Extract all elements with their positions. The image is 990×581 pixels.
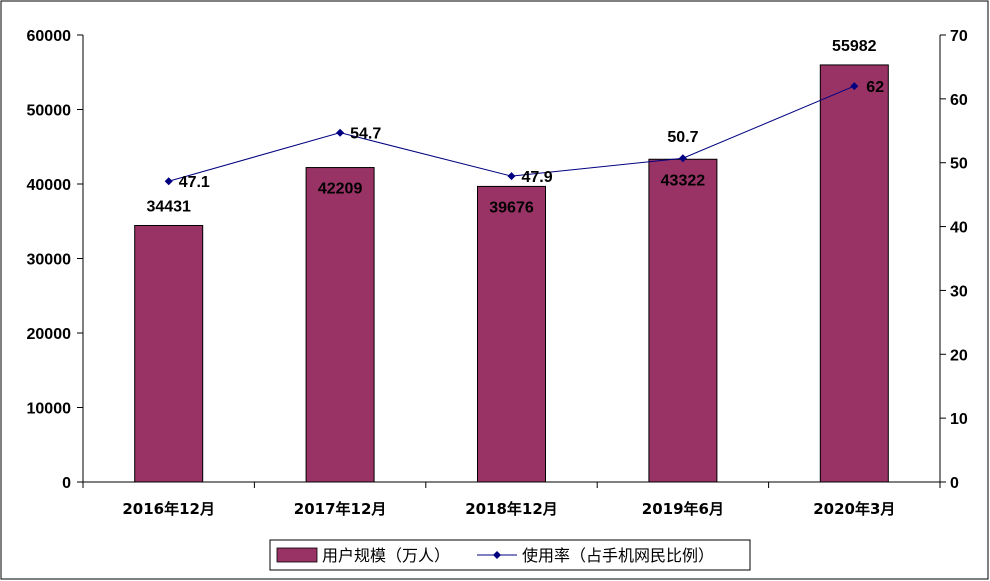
bar	[477, 185, 546, 483]
right-tick-label: 0	[950, 475, 959, 492]
legend: 用户规模（万人） 使用率（占手机网民比例）	[269, 539, 751, 571]
bar-value-label: 34431	[146, 198, 191, 215]
x-tick-label: 2018年12月	[465, 500, 558, 518]
left-tick-label: 10000	[27, 401, 72, 418]
bar-value-label: 55982	[832, 38, 877, 55]
bar	[305, 167, 375, 483]
left-tick-label: 50000	[27, 103, 72, 120]
left-tick-label: 20000	[27, 326, 72, 343]
legend-line-label: 使用率（占手机网民比例）	[522, 546, 714, 565]
x-tick-label: 2016年12月	[122, 500, 215, 518]
bar-value-label: 42209	[318, 181, 363, 198]
line-value-label: 54.7	[350, 126, 381, 143]
line-value-label: 62	[866, 79, 884, 96]
right-tick-label: 20	[950, 347, 968, 364]
left-tick-label: 0	[62, 475, 71, 492]
right-tick-label: 50	[950, 156, 968, 173]
x-axis: 2016年12月 2017年12月 2018年12月 2019年6月 2020年3月	[82, 481, 941, 518]
bar	[134, 224, 204, 483]
left-tick-label: 40000	[27, 177, 72, 194]
line-value-label: 47.1	[179, 174, 210, 191]
line-point	[336, 128, 345, 137]
right-axis: 0 10 20 30 40 50 60 70	[939, 28, 968, 492]
bar-value-label: 43322	[661, 172, 706, 189]
line-series	[164, 82, 859, 186]
left-axis: 0 10000 20000 30000 40000 50000 60000	[27, 28, 84, 492]
line-value-label: 47.9	[522, 169, 553, 186]
bar	[819, 64, 889, 483]
right-tick-label: 30	[950, 283, 968, 300]
legend-bar-swatch	[276, 547, 318, 563]
bar-series	[134, 64, 889, 483]
line-point	[164, 177, 173, 186]
legend-bar-label: 用户规模（万人）	[322, 546, 450, 565]
line-point	[507, 172, 516, 181]
line-point	[678, 154, 687, 163]
left-tick-label: 60000	[27, 28, 72, 45]
bar	[648, 158, 718, 483]
right-tick-label: 70	[950, 28, 968, 45]
line-value-label: 50.7	[667, 129, 698, 146]
data-labels: 34431 42209 39676 43322 55982 47.1 54.7 47.9 50.…	[146, 38, 884, 216]
x-tick-label: 2019年6月	[642, 500, 724, 518]
line-point	[850, 82, 859, 91]
left-tick-label: 30000	[27, 252, 72, 269]
x-tick-label: 2020年3月	[813, 500, 895, 518]
bar-value-label: 39676	[489, 199, 534, 216]
x-tick-label: 2017年12月	[294, 500, 387, 518]
right-tick-label: 10	[950, 411, 968, 428]
legend-diamond-marker	[493, 551, 501, 559]
right-tick-label: 60	[950, 92, 968, 109]
right-tick-label: 40	[950, 220, 968, 237]
